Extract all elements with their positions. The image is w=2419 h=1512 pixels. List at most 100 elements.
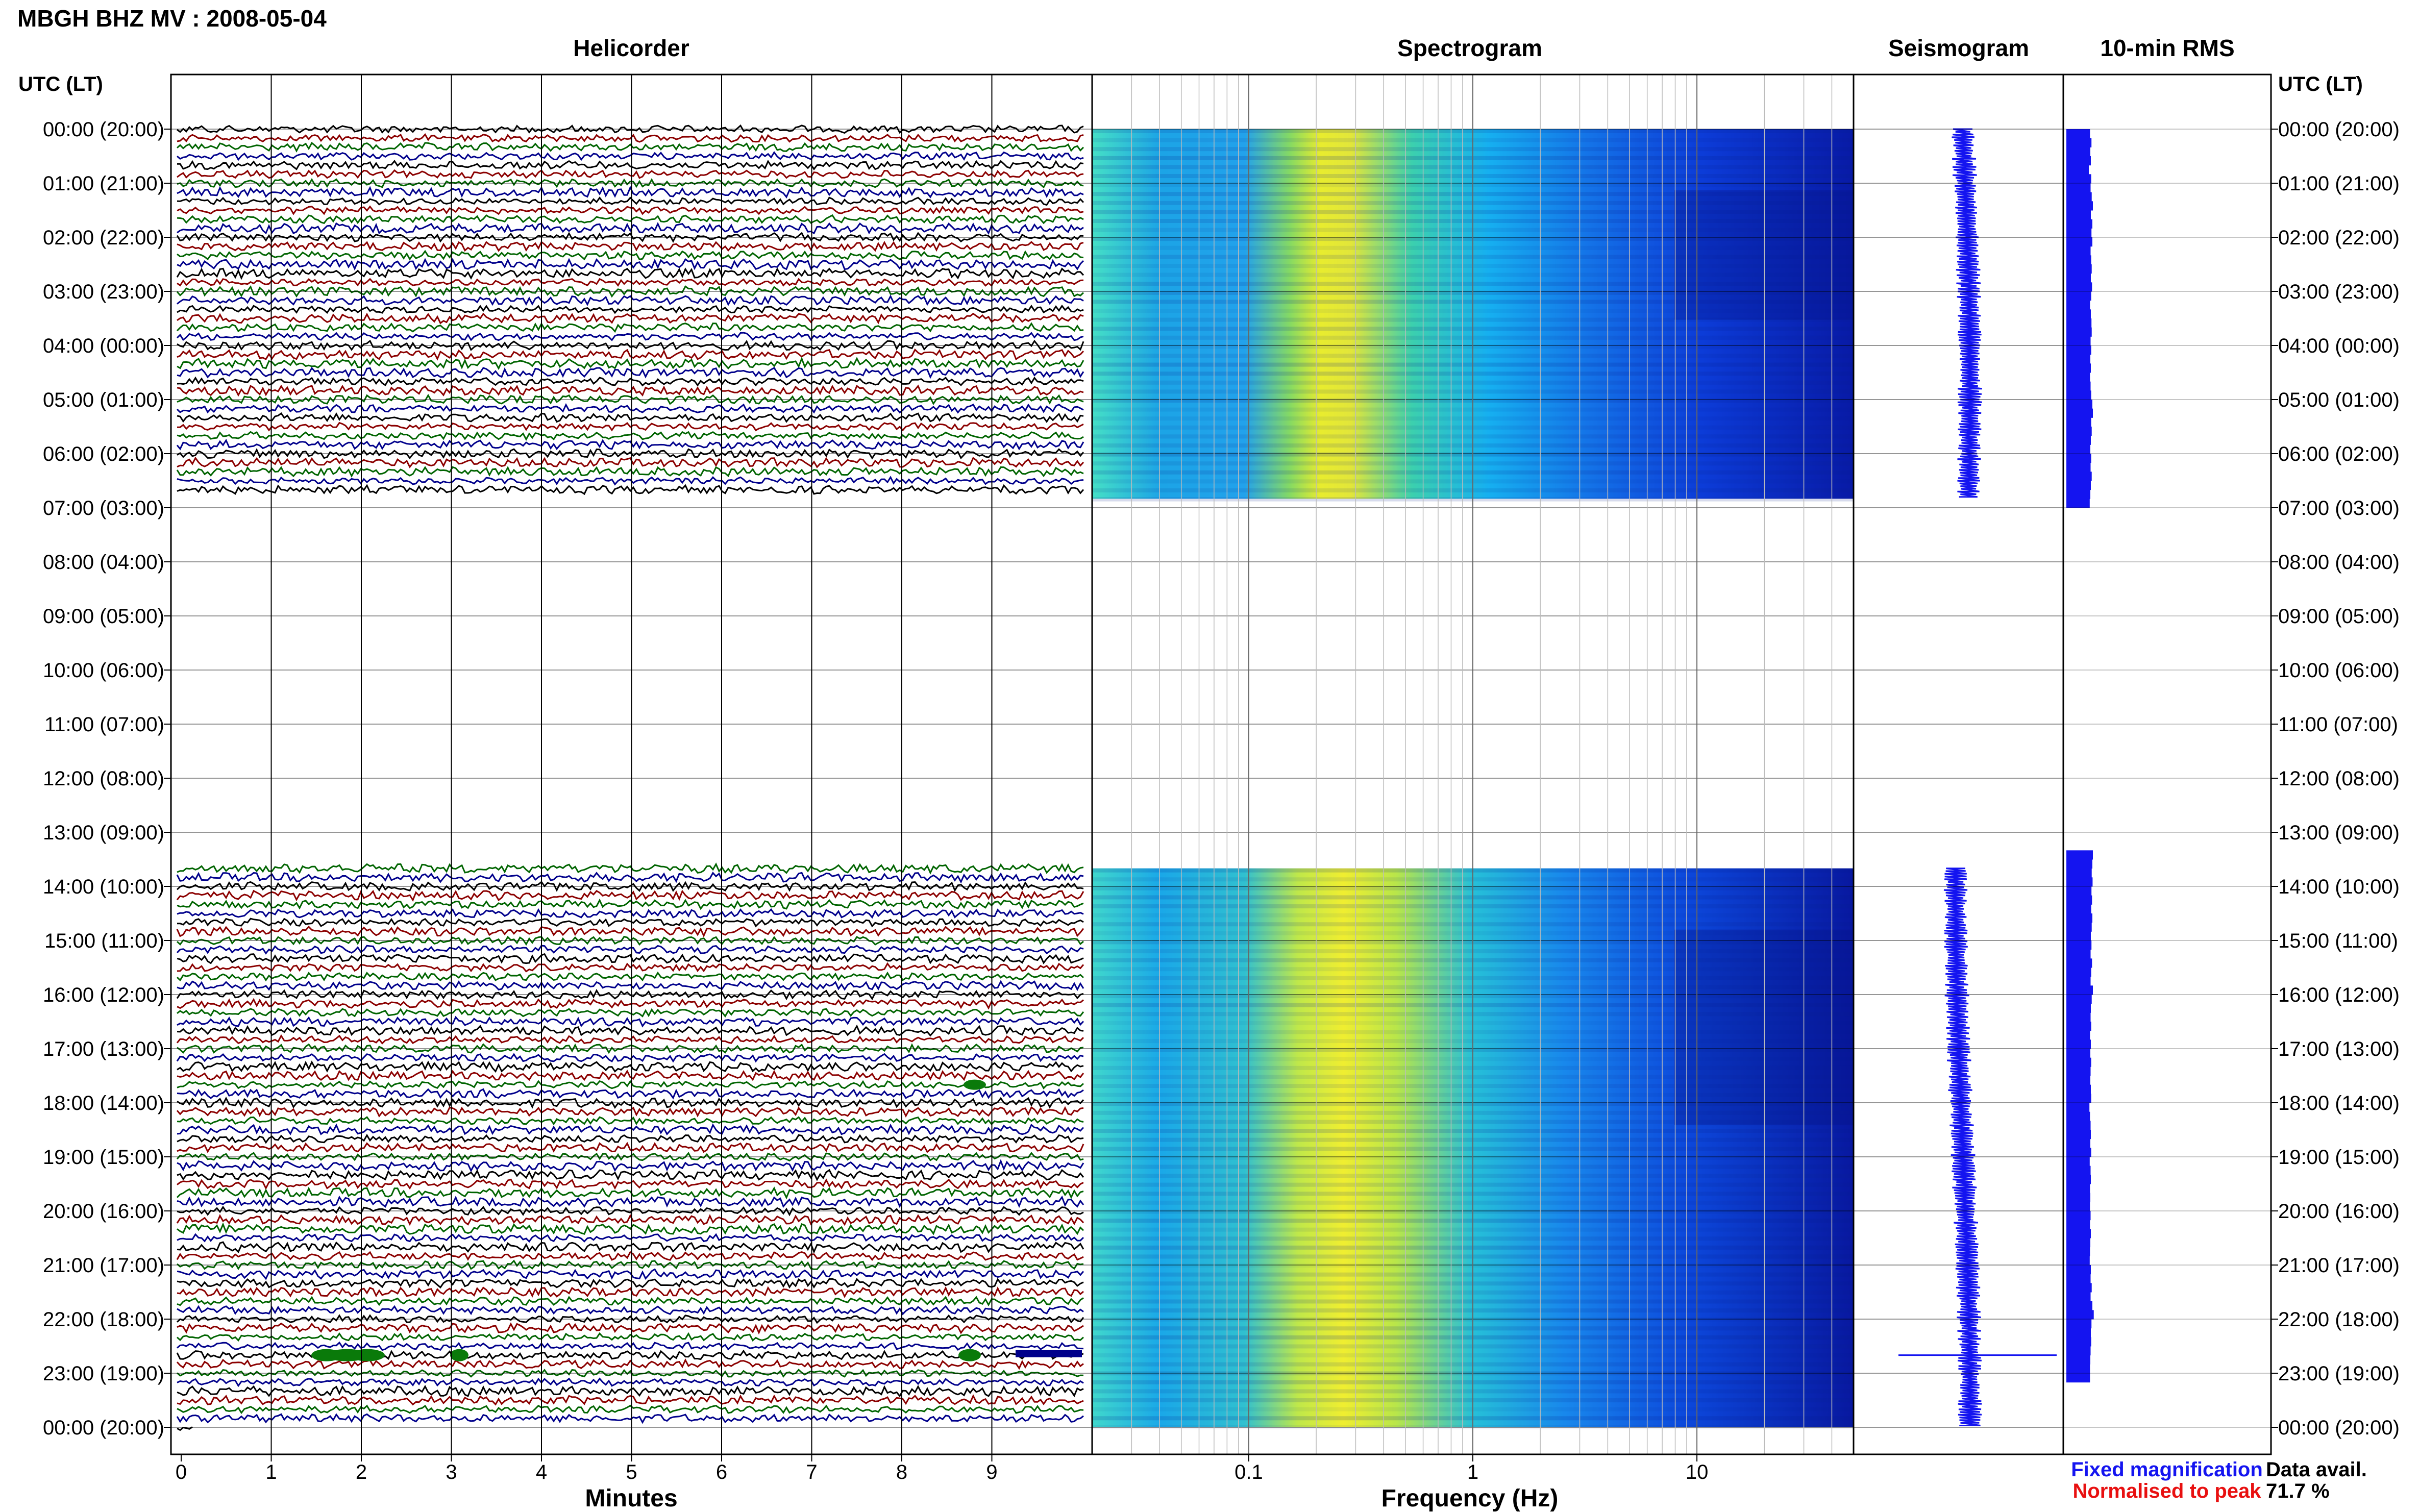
helicorder-trace <box>177 1394 1084 1406</box>
rms-bar <box>2066 895 2092 905</box>
helicorder-trace <box>177 1116 1084 1126</box>
helicorder-trace <box>177 1322 1084 1335</box>
helicorder-trace <box>177 348 1084 361</box>
rms-bar <box>2066 1292 2091 1302</box>
rms-bar <box>2066 949 2091 959</box>
helicorder-trace <box>177 1070 1084 1082</box>
rms-bar <box>2066 1274 2091 1283</box>
rms-bar <box>2066 291 2091 301</box>
helicorder-trace <box>177 141 1084 153</box>
rms-bar <box>2066 1057 2091 1067</box>
rms-bar <box>2066 904 2091 914</box>
time-label-left: 08:00 (04:00) <box>43 551 164 574</box>
helicorder-trace <box>177 393 1084 406</box>
helicorder-trace <box>177 1015 1084 1028</box>
helicorder-trace <box>177 1286 1084 1298</box>
rms-title: 10-min RMS <box>2100 35 2234 61</box>
helicorder-trace <box>177 431 1084 441</box>
helicorder-trace <box>176 971 1084 982</box>
rms-bar <box>2066 1220 2090 1229</box>
frequency-tick-label: 10 <box>1686 1461 1709 1483</box>
rms-bar <box>2066 336 2091 346</box>
helicorder-trace <box>176 332 1084 341</box>
helicorder-trace <box>177 953 1084 964</box>
rms-bar <box>2066 1364 2090 1374</box>
helicorder-trace <box>177 356 1084 370</box>
time-label-right: 15:00 (11:00) <box>2278 930 2398 952</box>
time-label-right: 11:00 (07:00) <box>2278 713 2398 736</box>
rms-bar <box>2066 345 2091 355</box>
time-label-left: 19:00 (15:00) <box>43 1146 164 1169</box>
rms-bar <box>2066 462 2091 472</box>
rms-bar <box>2066 1184 2090 1194</box>
rms-bar <box>2066 1076 2090 1085</box>
helicorder-trace <box>176 1034 1084 1045</box>
helicorder-trace <box>177 169 1084 179</box>
rms-bar <box>2066 174 2091 184</box>
rms-bar <box>2066 165 2089 175</box>
time-axis-labels: 00:00 (20:00) 00:00 (20:00) 01:00 (21:00) 0… <box>43 118 2400 1439</box>
helicorder-trace <box>177 133 1084 143</box>
helicorder-trace <box>177 1233 1084 1243</box>
time-label-right: 05:00 (01:00) <box>2278 389 2400 411</box>
time-axis-header-right: UTC (LT) <box>2278 73 2363 95</box>
rms-bar <box>2066 1256 2090 1266</box>
helicorder-trace <box>176 438 1084 451</box>
time-label-right: 23:00 (19:00) <box>2278 1362 2400 1385</box>
helicorder-trace <box>177 178 1084 189</box>
helicorder-trace <box>177 384 1084 397</box>
rms-bar <box>2066 363 2091 373</box>
rms-bar <box>2066 156 2091 166</box>
helicorder-trace <box>177 278 1084 287</box>
rms-bar <box>2066 1229 2091 1238</box>
minutes-axis-label: Minutes <box>585 1485 677 1512</box>
rms-bar <box>2066 1012 2091 1022</box>
helicorder-trace <box>176 285 1084 298</box>
rms-bar <box>2066 228 2092 238</box>
helicorder-trace <box>177 151 1084 161</box>
helicorder-trace <box>177 1024 1084 1037</box>
time-label-right: 03:00 (23:00) <box>2278 281 2400 303</box>
helicorder-trace <box>176 466 1084 478</box>
frequency-tick-label: 0.1 <box>1235 1461 1263 1483</box>
rms-bar <box>2066 246 2091 256</box>
time-label-left: 20:00 (16:00) <box>43 1200 164 1223</box>
minute-tick-label: 1 <box>265 1461 277 1483</box>
time-label-left: 11:00 (07:00) <box>44 713 164 736</box>
helicorder-trace <box>177 1404 1084 1415</box>
rms-bar <box>2066 408 2093 418</box>
time-label-left: 03:00 (23:00) <box>43 281 164 303</box>
rms-bar <box>2066 1111 2090 1121</box>
rms-bar <box>2066 318 2092 328</box>
rms-bar <box>2066 201 2093 211</box>
minute-tick-label: 2 <box>356 1461 367 1483</box>
rms-bar <box>2066 219 2092 229</box>
rms-bar <box>2066 1310 2094 1320</box>
rms-bar <box>2066 1039 2091 1049</box>
helicorder-trace <box>177 221 1084 235</box>
rms-bar <box>2066 237 2092 247</box>
rms-bar <box>2066 1049 2090 1058</box>
time-label-left: 04:00 (00:00) <box>43 335 164 357</box>
helicorder-trace <box>177 1088 1084 1100</box>
helicorder-event <box>450 1349 468 1361</box>
rms-bar <box>2066 877 2093 887</box>
time-label-left: 01:00 (21:00) <box>43 172 164 195</box>
rms-bar <box>2066 1121 2091 1130</box>
rms-bar <box>2066 273 2091 283</box>
helicorder-trace <box>177 456 1084 468</box>
rms-bar <box>2066 138 2092 147</box>
helicorder-trace <box>177 1159 1084 1173</box>
rms-bar <box>2066 1138 2090 1148</box>
helicorder-trace <box>176 232 1084 243</box>
rms-bar <box>2066 1130 2091 1139</box>
rms-bar <box>2066 183 2091 193</box>
spectrogram-dark-patch <box>1674 190 1854 320</box>
helicorder-traces <box>176 124 1084 1431</box>
rms-bar <box>2066 1328 2091 1337</box>
rms-bar <box>2066 417 2091 427</box>
time-label-left: 13:00 (09:00) <box>43 822 164 844</box>
time-label-right: 19:00 (15:00) <box>2278 1146 2400 1169</box>
rms-bar <box>2066 1202 2090 1211</box>
time-label-left: 00:00 (20:00) <box>43 118 164 141</box>
